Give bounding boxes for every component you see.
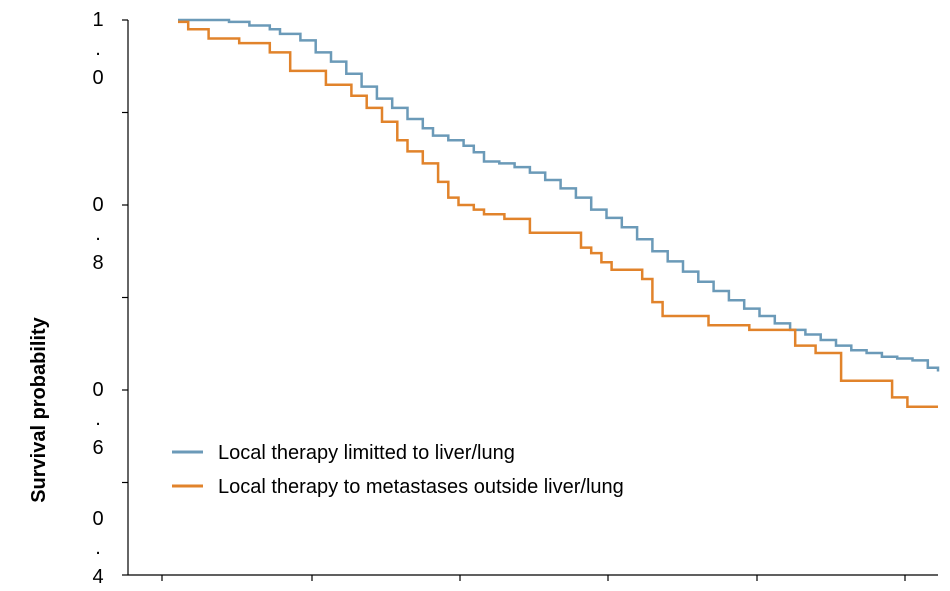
y-tick-label: 0.8 — [92, 194, 103, 274]
series-lines — [178, 20, 938, 407]
x-ticks — [162, 575, 905, 581]
series-line-1 — [178, 20, 938, 372]
y-tick-label: 1.0 — [92, 9, 103, 89]
y-tick-label: 0.6 — [92, 379, 103, 459]
series-line-2 — [178, 22, 938, 407]
y-ticks: 1. 0 0. 8 0. 6 0. 4 — [92, 9, 128, 588]
y-axis-title: Survival probability — [28, 316, 50, 502]
legend-label-2: Local therapy to metastases outside live… — [218, 476, 624, 498]
y-tick-label: 0.4 — [92, 508, 103, 588]
legend-label-1: Local therapy limitted to liver/lung — [218, 442, 515, 464]
legend: Local therapy limitted to liver/lung Loca… — [172, 442, 624, 498]
